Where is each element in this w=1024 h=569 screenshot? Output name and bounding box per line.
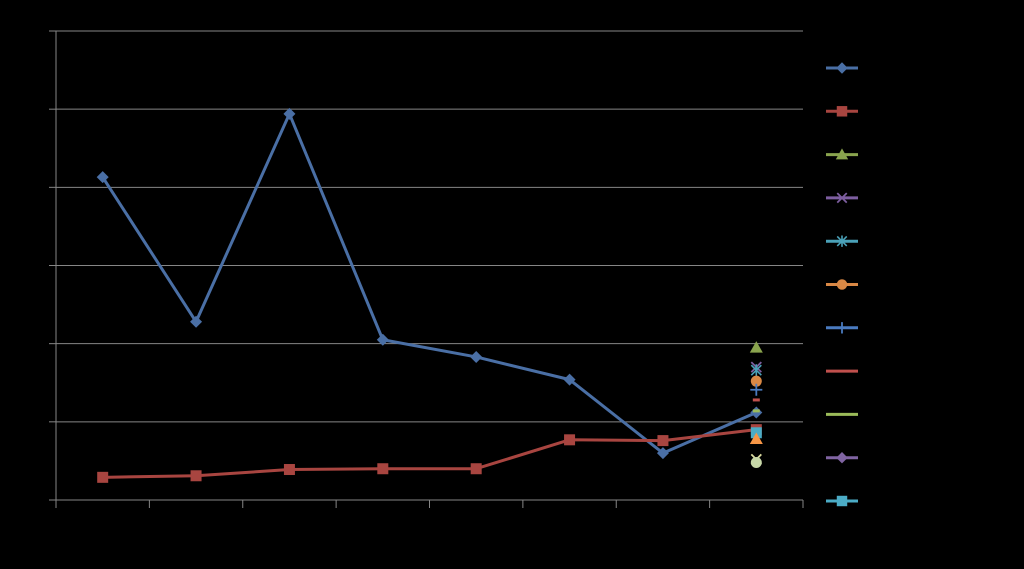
legend-marker xyxy=(836,452,848,464)
series-1-line xyxy=(101,112,757,455)
series-1 xyxy=(96,107,763,460)
series-2-point xyxy=(97,471,109,483)
series-2-line xyxy=(102,428,757,479)
legend-entry xyxy=(826,106,858,117)
extra-points xyxy=(749,341,763,468)
legend-marker xyxy=(836,106,848,117)
legend-entry xyxy=(826,495,858,507)
series-1-point xyxy=(750,406,763,419)
series-1-point xyxy=(283,107,296,120)
extra-point xyxy=(750,364,762,377)
series-1-point xyxy=(563,373,576,386)
legend-marker xyxy=(836,192,848,204)
extra-point xyxy=(749,432,763,445)
extra-point xyxy=(750,375,762,387)
legend-entry xyxy=(826,279,858,290)
legend-entry xyxy=(826,192,858,204)
series-2-point xyxy=(470,463,482,475)
series-2-point xyxy=(190,470,202,482)
series-2-point xyxy=(564,434,576,446)
legend-marker xyxy=(836,62,848,74)
legend-entry xyxy=(826,452,858,464)
extra-point xyxy=(752,409,760,413)
extra-point xyxy=(750,383,763,396)
extra-point xyxy=(749,341,763,353)
legend-marker xyxy=(836,322,848,334)
legend-entry xyxy=(826,322,858,334)
extra-point xyxy=(752,398,760,402)
legend-marker xyxy=(836,495,848,507)
legend-marker xyxy=(836,279,848,290)
extra-point xyxy=(750,456,762,468)
series-1-point xyxy=(96,171,109,184)
legend-marker xyxy=(835,148,849,160)
legend-entry xyxy=(826,235,858,247)
series-2-point xyxy=(657,435,669,447)
gridlines xyxy=(49,30,803,501)
series-1-point xyxy=(376,333,389,346)
legend-entry xyxy=(826,62,858,74)
legend xyxy=(826,62,858,507)
legend-marker xyxy=(836,235,848,247)
series-2-point xyxy=(283,464,295,476)
series-1-point xyxy=(656,447,669,460)
legend-entry xyxy=(826,148,858,160)
series-1-point xyxy=(470,350,483,363)
series-1-point xyxy=(190,315,203,328)
series-2-point xyxy=(377,463,389,475)
